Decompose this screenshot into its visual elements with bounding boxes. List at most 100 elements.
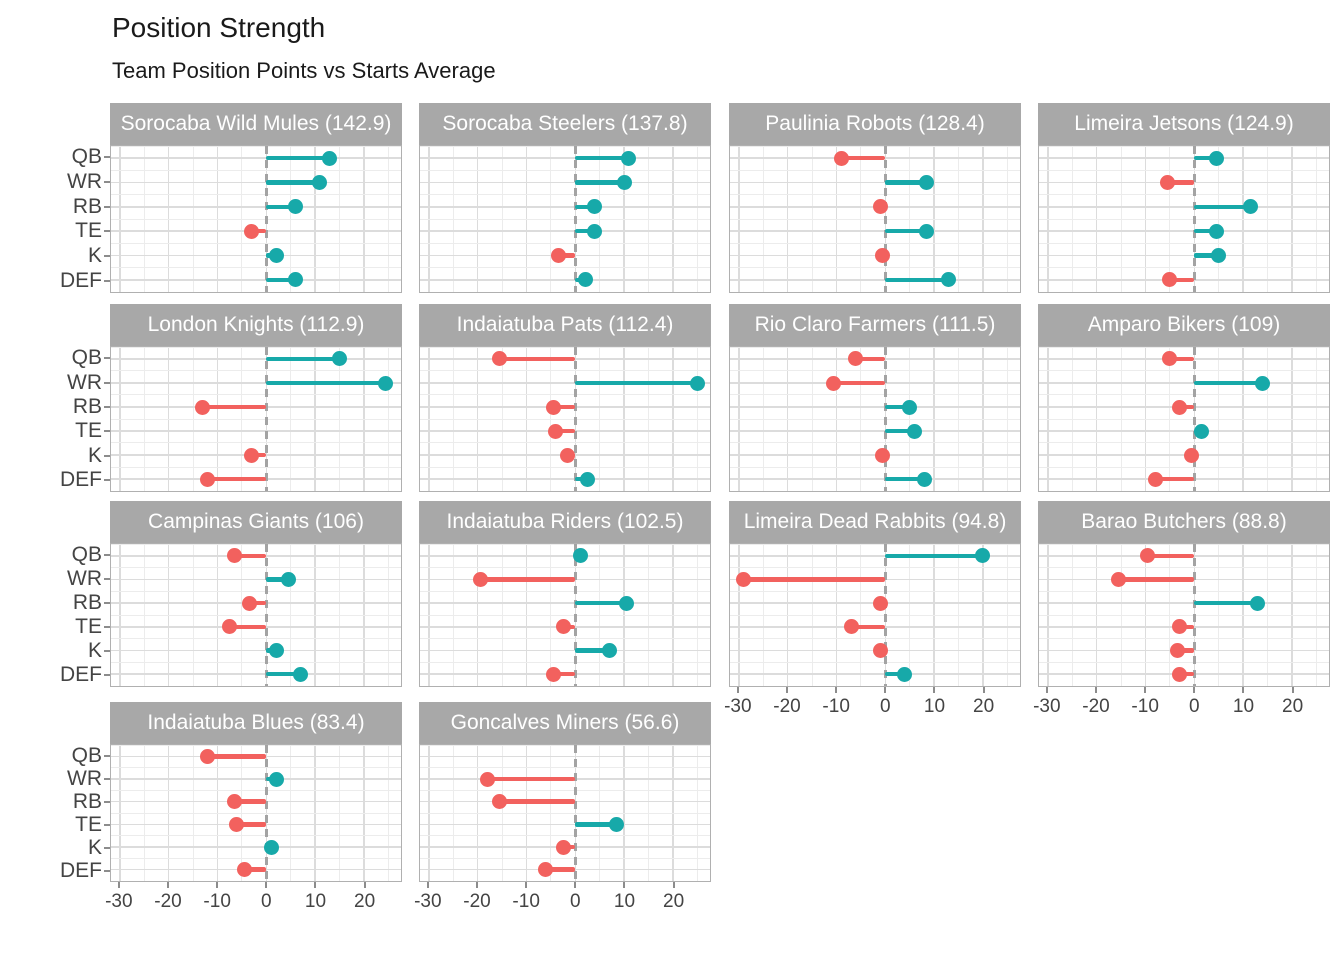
y-axis-tick: [104, 381, 110, 384]
gridline-minor: [1039, 347, 1329, 348]
lollipop-dot-wr: [689, 375, 705, 391]
y-axis-label-k: K: [87, 443, 102, 467]
y-axis-label-te: TE: [75, 812, 102, 836]
x-axis-label: -10: [512, 891, 540, 912]
x-axis-label: 20: [973, 696, 995, 717]
gridline-minor: [420, 490, 710, 491]
lollipop-dot-k: [875, 248, 891, 263]
gridline-major: [730, 478, 1020, 480]
gridline-major: [730, 406, 1020, 408]
facet-strip-label: Paulinia Robots (128.4): [729, 103, 1021, 145]
gridline-major: [420, 206, 710, 208]
lollipop-dot-qb: [200, 748, 216, 764]
lollipop-stick-wr: [743, 577, 886, 582]
lollipop-stick-te: [851, 624, 886, 630]
x-axis-tick: [835, 687, 838, 693]
gridline-major: [420, 755, 710, 758]
lollipop-stick-rb: [575, 600, 627, 606]
y-axis-tick: [104, 846, 110, 849]
gridline-major: [730, 230, 1020, 232]
gridline-minor: [420, 835, 710, 837]
y-axis-label-rb: RB: [72, 789, 102, 813]
lollipop-stick-def: [266, 277, 296, 283]
lollipop-dot-qb: [572, 548, 588, 564]
gridline-minor: [420, 544, 710, 545]
lollipop-dot-wr: [826, 375, 842, 391]
gridline-major: [420, 157, 710, 159]
y-axis-tick: [104, 181, 110, 183]
y-axis-label-wr: WR: [67, 370, 102, 394]
gridline-major: [111, 254, 401, 257]
gridline-minor: [1039, 466, 1329, 468]
y-axis-tick: [104, 279, 110, 282]
facet-strip-label: Sorocaba Wild Mules (142.9): [110, 103, 402, 145]
y-axis-label-def: DEF: [60, 467, 102, 491]
lollipop-dot-def: [577, 272, 593, 288]
facet-panel: [110, 145, 402, 293]
gridline-minor: [420, 169, 710, 171]
gridline-major: [1039, 206, 1329, 208]
lollipop-dot-te: [244, 223, 260, 239]
gridline-minor: [111, 291, 401, 292]
y-axis-label-k: K: [87, 639, 102, 662]
lollipop-dot-qb: [833, 150, 849, 166]
lollipop-stick-def: [244, 867, 267, 872]
facet-panel: [110, 543, 402, 687]
lollipop-dot-wr: [268, 771, 284, 787]
lollipop-dot-wr: [1111, 572, 1127, 587]
gridline-major: [730, 673, 1020, 675]
gridline-minor: [730, 267, 1020, 269]
facet-1: Sorocaba Wild Mules (142.9): [110, 103, 402, 293]
y-axis-tick: [104, 578, 110, 580]
lollipop-stick-rb: [1194, 204, 1251, 210]
gridline-minor: [420, 347, 710, 348]
lollipop-dot-qb: [492, 351, 508, 367]
zero-reference-line: [264, 745, 268, 881]
facet-2: Sorocaba Steelers (137.8): [419, 103, 711, 293]
gridline-major: [111, 778, 401, 780]
lollipop-dot-wr: [479, 771, 495, 787]
gridline-minor: [420, 442, 710, 444]
gridline-minor: [111, 767, 401, 769]
y-axis-tick: [104, 823, 110, 826]
facet-5: London Knights (112.9): [110, 304, 402, 492]
x-axis-label: -20: [154, 891, 182, 912]
x-axis-tick: [216, 882, 219, 888]
y-axis-tick: [104, 430, 110, 433]
gridline-minor: [111, 218, 401, 220]
gridline-minor: [730, 218, 1020, 220]
lollipop-dot-k: [875, 447, 891, 463]
gridline-major: [111, 279, 401, 281]
y-axis-label-qb: QB: [71, 743, 102, 767]
y-axis-tick: [104, 230, 110, 233]
lollipop-stick-def: [1155, 476, 1195, 482]
x-axis-label: -30: [414, 891, 442, 912]
facet-strip-label: Amparo Bikers (109): [1038, 304, 1330, 346]
gridline-major: [1039, 230, 1329, 232]
gridline-major: [420, 602, 710, 604]
lollipop-stick-wr: [885, 180, 927, 185]
gridline-major: [730, 254, 1020, 257]
lollipop-dot-k: [244, 447, 260, 463]
gridline-major: [111, 430, 401, 432]
lollipop-dot-k: [550, 248, 566, 263]
zero-reference-line: [573, 745, 577, 881]
gridline-major: [420, 181, 710, 184]
facet-strip-label: Limeira Jetsons (124.9): [1038, 103, 1330, 145]
lollipop-stick-te: [236, 822, 267, 827]
lollipop-dot-k: [560, 447, 576, 463]
lollipop-dot-def: [1172, 666, 1188, 682]
lollipop-stick-qb: [266, 155, 330, 161]
gridline-minor: [1039, 267, 1329, 269]
gridline-minor: [420, 418, 710, 420]
gridline-minor: [730, 638, 1020, 640]
gridline-minor: [730, 169, 1020, 171]
lollipop-stick-def: [545, 867, 576, 872]
gridline-major: [420, 555, 710, 557]
lollipop-dot-def: [1162, 272, 1178, 288]
gridline-major: [1039, 382, 1329, 384]
x-axis-tick: [363, 882, 366, 888]
x-axis-tick: [476, 882, 478, 888]
lollipop-stick-k: [1194, 253, 1219, 258]
y-axis-tick: [104, 156, 110, 159]
